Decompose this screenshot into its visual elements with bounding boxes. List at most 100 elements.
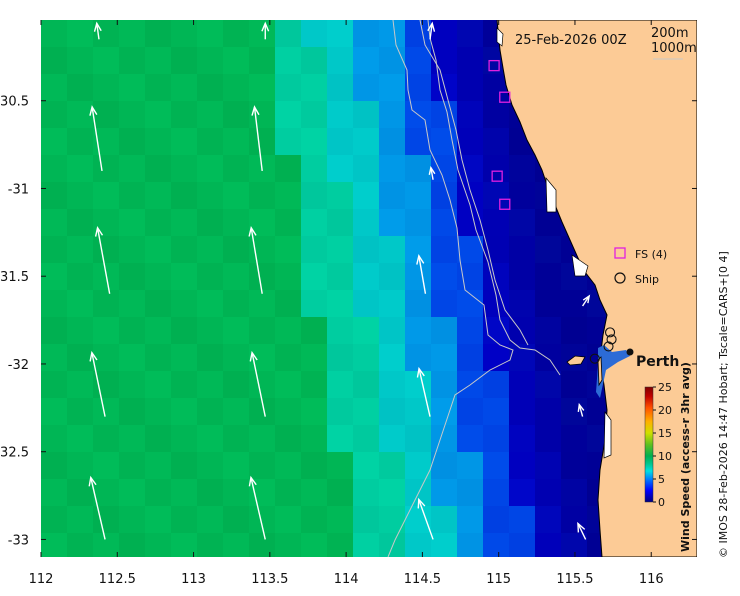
field-cell [249,479,276,507]
field-cell [145,506,172,534]
field-cell [223,317,250,345]
wind-vectors [88,21,591,540]
field-cell [483,209,510,237]
field-cell [405,533,432,557]
field-cell [301,506,328,534]
field-cell [41,317,68,345]
isobath-deep [419,20,529,346]
field-cell [249,128,276,156]
field-cell [327,128,354,156]
field-cell [275,371,302,399]
field-cell [535,533,562,557]
field-cell [145,47,172,75]
field-cell [353,182,380,210]
wind-arrow [248,475,266,540]
field-cell [197,344,224,372]
field-cell [171,425,198,453]
field-cell [223,263,250,291]
field-cell [223,182,250,210]
field-cell [431,371,458,399]
field-cell [431,101,458,129]
field-cell [379,155,406,183]
field-cell [197,47,224,75]
field-cell [379,398,406,426]
field-cell [145,74,172,102]
field-cell [223,506,250,534]
field-cell [457,47,484,75]
field-cell [379,317,406,345]
field-cell [483,533,510,557]
field-cell [197,533,224,557]
field-cell [223,236,250,264]
y-tick-label: -30.5 [0,95,29,110]
field-cell [171,371,198,399]
field-cell [171,263,198,291]
ship-marker [604,327,616,338]
field-cell [145,209,172,237]
field-cell [145,155,172,183]
field-cell [431,317,458,345]
wind-arrow [248,225,263,294]
field-cell [509,263,536,291]
field-cell [171,506,198,534]
field-cell [93,317,120,345]
field-cell [93,479,120,507]
field-cell [119,128,146,156]
field-cell [379,20,406,48]
field-cell [119,533,146,557]
field-cell [67,398,94,426]
field-cell [379,101,406,129]
field-cell [275,128,302,156]
field-cell [535,236,562,264]
field-cell [483,425,510,453]
field-cell [561,452,588,480]
field-cell [171,209,198,237]
field-cell [431,533,458,557]
field-cell [41,101,68,129]
field-cell [93,425,120,453]
field-cell [67,290,94,318]
field-cell [327,344,354,372]
field-cell [41,425,68,453]
x-tick-label: 112 [29,572,54,587]
field-cell [223,74,250,102]
field-cell [457,74,484,102]
field-cell [327,425,354,453]
field-cell [457,425,484,453]
field-cell [509,425,536,453]
field-cell [93,47,120,75]
field-cell [275,344,302,372]
field-cell [223,209,250,237]
x-tick-label: 115.5 [556,572,593,587]
field-cell [457,128,484,156]
perth-marker [626,348,634,356]
field-cell [145,20,172,48]
field-cell [41,47,68,75]
field-cell [249,101,276,129]
field-cell [327,371,354,399]
field-cell [223,452,250,480]
field-cell [223,101,250,129]
field-cell [119,74,146,102]
y-tick-label: -32 [8,358,29,373]
field-cell [327,290,354,318]
field-cell [431,398,458,426]
field-cell [67,209,94,237]
field-cell [197,317,224,345]
white-patch [496,27,504,47]
field-cell [145,452,172,480]
field-cell [41,371,68,399]
field-cell [327,47,354,75]
wind-arrow [249,350,266,417]
field-cell [197,128,224,156]
colorbar [644,386,654,503]
field-cell [431,479,458,507]
field-cell [67,155,94,183]
wind-arrow [416,253,427,294]
field-cell [457,317,484,345]
field-cell [93,209,120,237]
field-cell [431,344,458,372]
field-cell [483,128,510,156]
field-cell [509,533,536,557]
